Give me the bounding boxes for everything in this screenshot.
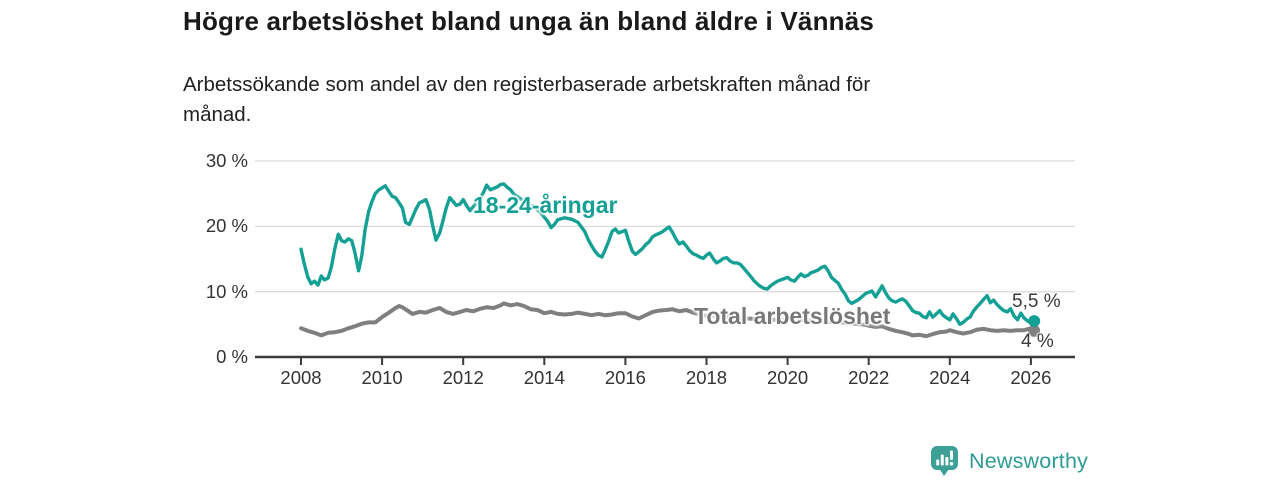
y-tick-label-30: 30 %: [205, 150, 248, 171]
end-value-label-total: 4 %: [1021, 331, 1054, 352]
series-label-youth: 18-24-åringar: [473, 192, 618, 218]
y-tick-label-10: 10 %: [205, 280, 248, 302]
y-tick-label-0: 0 %: [216, 346, 248, 367]
x-tick-label-2008: 2008: [280, 367, 322, 388]
x-tick-label-2010: 2010: [361, 367, 403, 388]
x-tick-label-2012: 2012: [442, 367, 484, 388]
chart-subtitle-line-2: månad.: [183, 103, 252, 126]
series-end-dot-youth: [1028, 315, 1041, 328]
x-tick-label-2026: 2026: [1010, 367, 1052, 388]
x-tick-label-2016: 2016: [604, 367, 646, 388]
series-line-youth: [299, 182, 1036, 326]
end-value-label-youth: 5,5 %: [1012, 291, 1061, 312]
x-tick-label-2018: 2018: [685, 367, 728, 388]
chart-subtitle: Arbetssökande som andel av den registerb…: [183, 70, 870, 130]
series-end-dot-total: [1028, 324, 1041, 337]
chart-title: Högre arbetslöshet bland unga än bland ä…: [183, 6, 875, 36]
newsworthy-logo-icon: [931, 446, 958, 476]
newsworthy-brand-name: Newsworthy: [969, 448, 1089, 473]
x-tick-label-2014: 2014: [523, 367, 565, 388]
series-label-total: Total arbetslöshet: [694, 303, 891, 329]
newsworthy-brand: Newsworthy: [930, 445, 1088, 477]
chart-subtitle-line-1: Arbetssökande som andel av den registerb…: [183, 73, 871, 96]
series-line-total: [299, 301, 1037, 339]
x-tick-label-2022: 2022: [848, 367, 890, 388]
x-tick-label-2024: 2024: [929, 367, 971, 388]
y-tick-label-20: 20 %: [205, 215, 248, 237]
x-tick-label-2020: 2020: [767, 367, 809, 388]
